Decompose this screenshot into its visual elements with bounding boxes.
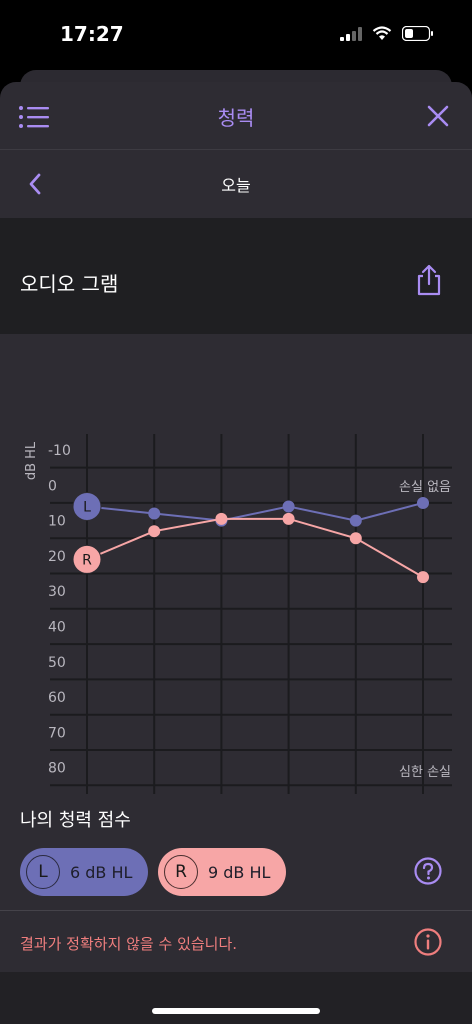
annotation-severe-loss: 심한 손실 [399, 765, 451, 780]
info-icon[interactable] [414, 928, 442, 956]
status-icons [340, 26, 434, 41]
series-point-R [215, 512, 228, 525]
series-point-L [417, 496, 429, 509]
warning-text: 결과가 정확하지 않을 수 있습니다. [20, 935, 238, 953]
series-line-R [86, 517, 424, 578]
series-point-R [349, 532, 362, 545]
y-tick-label: -10 [48, 443, 71, 459]
series-point-R [282, 512, 295, 525]
left-ear-badge: L [26, 855, 60, 889]
chevron-left-icon[interactable] [26, 172, 44, 196]
y-tick-label: 80 [48, 761, 66, 777]
section-title: 오디오 그램 [20, 272, 119, 296]
y-tick-label: 10 [48, 514, 66, 530]
hearing-sheet: 청력 오늘 오디오 그램 -10010203040506070809025050… [0, 82, 472, 1024]
series-marker-start-R [72, 544, 102, 574]
series-badge-R: R [82, 552, 92, 568]
y-tick-label: 40 [48, 620, 66, 636]
help-icon[interactable] [414, 857, 442, 885]
series-line-L [86, 501, 424, 522]
status-bar: 17:27 [0, 0, 472, 70]
y-axis-label: dB HL [24, 441, 39, 480]
y-tick-label: 60 [48, 690, 66, 706]
annotation-no-loss: 손실 없음 [399, 480, 451, 495]
y-tick-label: 30 [48, 584, 66, 600]
share-icon[interactable] [414, 264, 444, 296]
top-nav: 청력 [0, 82, 472, 150]
home-indicator[interactable] [152, 1008, 320, 1014]
accuracy-warning: 결과가 정확하지 않을 수 있습니다. [0, 910, 472, 972]
series-marker-start-L [72, 491, 102, 521]
y-tick-label: 50 [48, 655, 66, 671]
bottom-area [0, 972, 472, 1024]
date-label: 오늘 [221, 176, 251, 195]
series-point-R [417, 571, 429, 584]
wifi-icon [372, 26, 392, 40]
y-tick-label: 70 [48, 725, 66, 741]
cellular-signal-icon [340, 26, 362, 41]
left-ear-score-pill[interactable]: L 6 dB HL [20, 848, 148, 896]
score-title: 나의 청력 점수 [20, 810, 131, 831]
right-ear-badge: R [164, 855, 198, 889]
battery-icon [402, 26, 433, 41]
series-point-R [148, 525, 161, 538]
close-icon[interactable] [426, 104, 450, 128]
y-tick-label: 0 [48, 478, 57, 494]
series-point-L [349, 514, 362, 527]
left-ear-score: 6 dB HL [70, 862, 133, 882]
status-time: 17:27 [60, 22, 124, 46]
audiogram-chart: -1001020304050607080902505001 k2 k4 k8 k… [24, 434, 452, 794]
right-ear-score-pill[interactable]: R 9 dB HL [158, 848, 286, 896]
y-tick-label: 20 [48, 549, 66, 565]
list-menu-icon[interactable] [18, 104, 50, 130]
series-point-L [282, 500, 295, 513]
series-badge-L: L [83, 499, 91, 515]
date-navigator: 오늘 [0, 150, 472, 218]
series-point-L [148, 507, 161, 520]
right-ear-score: 9 dB HL [208, 862, 271, 882]
audiogram-header: 오디오 그램 [0, 218, 472, 334]
page-title: 청력 [217, 106, 255, 130]
